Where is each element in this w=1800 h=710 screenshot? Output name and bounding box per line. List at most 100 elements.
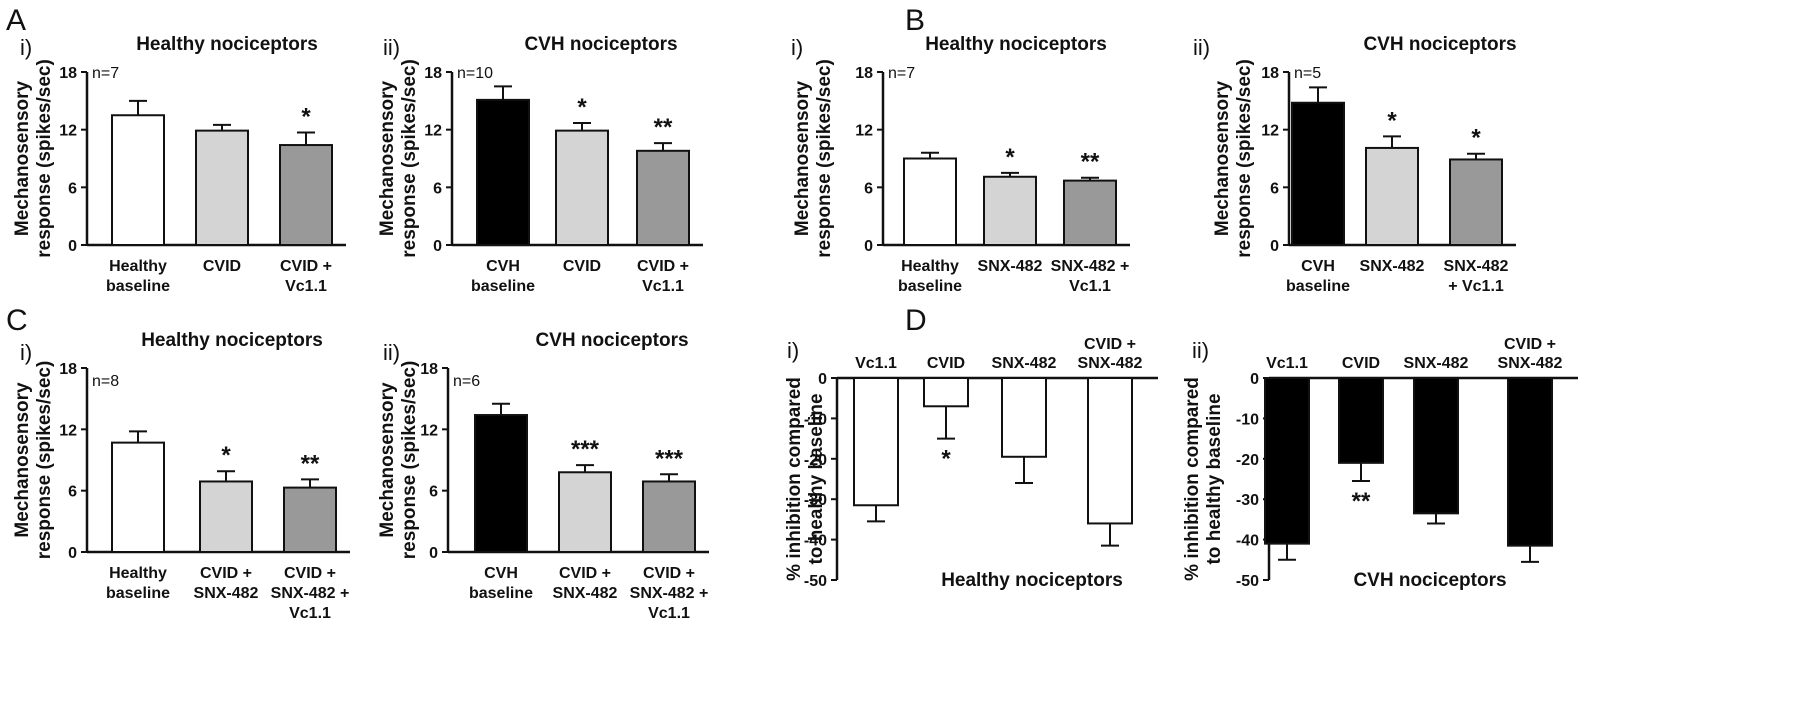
bar bbox=[1338, 377, 1384, 464]
chart-title: CVH nociceptors bbox=[1353, 570, 1506, 591]
bar bbox=[642, 480, 696, 554]
bar bbox=[903, 157, 957, 246]
y-tick-label: -50 bbox=[1236, 573, 1259, 590]
bar bbox=[1087, 377, 1133, 525]
y-tick-label: 0 bbox=[429, 545, 438, 562]
significance-marker: * bbox=[1387, 107, 1397, 134]
y-tick-label: -40 bbox=[804, 533, 827, 550]
y-tick-label: 12 bbox=[59, 123, 77, 140]
panel-letter-b: B bbox=[905, 4, 925, 37]
x-category-label: CVID + bbox=[643, 565, 695, 582]
chart-b-ii: ii) CVH nociceptors Mechanosensoryresponse… bbox=[1193, 34, 1517, 295]
n-label: n=10 bbox=[457, 65, 493, 82]
n-label: n=8 bbox=[92, 373, 119, 390]
x-category-label: baseline bbox=[469, 585, 533, 602]
x-category-label: SNX-482 + bbox=[1051, 258, 1130, 275]
chart-c-ii: ii) CVH nociceptors Mechanosensoryresponse… bbox=[377, 330, 709, 622]
y-axis-label: % inhibition comparedto healthy baseline bbox=[784, 377, 827, 581]
significance-marker: * bbox=[1005, 144, 1015, 171]
bar bbox=[983, 175, 1037, 246]
bar bbox=[195, 129, 249, 246]
y-tick-label: 6 bbox=[68, 180, 77, 197]
y-axis-label-line: to healthy baseline bbox=[1204, 393, 1225, 564]
y-axis-label-line: Mechanosensory bbox=[792, 80, 813, 236]
x-category-label: SNX-482 bbox=[194, 585, 259, 602]
y-axis-label-line: Mechanosensory bbox=[377, 80, 398, 236]
bar bbox=[636, 149, 690, 246]
bar bbox=[199, 480, 253, 554]
y-tick-label: 12 bbox=[424, 123, 442, 140]
bar bbox=[474, 414, 528, 553]
chart-sublabel: ii) bbox=[1193, 35, 1210, 60]
significance-marker: *** bbox=[571, 436, 600, 463]
chart-a-ii: ii) CVH nociceptors Mechanosensoryresponse… bbox=[377, 34, 703, 295]
bar bbox=[853, 377, 899, 507]
bar bbox=[1001, 377, 1047, 458]
y-tick-label: 18 bbox=[855, 65, 873, 82]
x-category-label: SNX-482 bbox=[1404, 355, 1469, 372]
x-category-label: CVID bbox=[203, 258, 241, 275]
x-category-label: Vc1.1 bbox=[642, 278, 684, 295]
y-axis-label: % inhibition comparedto healthy baseline bbox=[1182, 377, 1225, 581]
x-category-label: Vc1.1 bbox=[648, 605, 690, 622]
chart-title: CVH nociceptors bbox=[1363, 34, 1516, 55]
y-tick-label: 18 bbox=[420, 361, 438, 378]
bar bbox=[1365, 146, 1419, 246]
n-label: n=5 bbox=[1294, 65, 1321, 82]
y-tick-label: 6 bbox=[433, 180, 442, 197]
bar bbox=[111, 114, 165, 246]
bar bbox=[279, 144, 333, 247]
panel-letter-c: C bbox=[6, 304, 28, 337]
x-category-label: CVID bbox=[927, 355, 965, 372]
y-tick-label: -30 bbox=[804, 492, 827, 509]
y-tick-label: 0 bbox=[864, 238, 873, 255]
x-category-label: SNX-482 bbox=[1444, 258, 1509, 275]
chart-title: Healthy nociceptors bbox=[136, 34, 318, 55]
x-category-label: CVID + bbox=[559, 565, 611, 582]
n-label: n=6 bbox=[453, 373, 480, 390]
chart-d-i: i) Healthy nociceptors % inhibition compar… bbox=[784, 336, 1158, 591]
x-category-label: SNX-482 + bbox=[271, 585, 350, 602]
chart-title: Healthy nociceptors bbox=[925, 34, 1107, 55]
panel-letter-d: D bbox=[905, 304, 927, 337]
significance-marker: * bbox=[941, 446, 951, 473]
y-tick-label: 18 bbox=[424, 65, 442, 82]
chart-sublabel: ii) bbox=[1192, 338, 1209, 363]
y-tick-label: 18 bbox=[1261, 65, 1279, 82]
chart-title: Healthy nociceptors bbox=[141, 330, 323, 351]
y-axis-label: Mechanosensoryresponse (spikes/sec) bbox=[12, 361, 55, 560]
n-label: n=7 bbox=[92, 65, 119, 82]
bar bbox=[1063, 179, 1117, 247]
y-axis-label-line: response (spikes/sec) bbox=[34, 59, 55, 258]
y-axis-label: Mechanosensoryresponse (spikes/sec) bbox=[377, 361, 420, 560]
x-category-label: CVID + bbox=[284, 565, 336, 582]
x-category-label: CVID + bbox=[637, 258, 689, 275]
chart-title: CVH nociceptors bbox=[535, 330, 688, 351]
x-category-label: SNX-482 bbox=[978, 258, 1043, 275]
x-category-label: SNX-482 bbox=[992, 355, 1057, 372]
y-tick-label: 0 bbox=[1270, 238, 1279, 255]
significance-marker: ** bbox=[1352, 488, 1371, 515]
y-tick-label: 12 bbox=[1261, 123, 1279, 140]
x-category-label: CVID + bbox=[200, 565, 252, 582]
significance-marker: ** bbox=[301, 450, 320, 477]
y-tick-label: 12 bbox=[59, 422, 77, 439]
y-axis-label-line: response (spikes/sec) bbox=[34, 361, 55, 560]
bar bbox=[1291, 101, 1345, 246]
x-category-label: Vc1.1 bbox=[285, 278, 327, 295]
y-tick-label: -50 bbox=[804, 573, 827, 590]
y-tick-label: -10 bbox=[804, 411, 827, 428]
y-axis-label-line: % inhibition compared bbox=[1182, 377, 1203, 581]
y-tick-label: 6 bbox=[429, 484, 438, 501]
x-category-label: SNX-482 bbox=[1078, 355, 1143, 372]
x-category-label: baseline bbox=[106, 585, 170, 602]
y-tick-label: 0 bbox=[68, 238, 77, 255]
y-tick-label: 12 bbox=[855, 123, 873, 140]
x-category-label: CVID + bbox=[280, 258, 332, 275]
y-axis-label: Mechanosensoryresponse (spikes/sec) bbox=[1212, 59, 1255, 258]
x-category-label: SNX-482 bbox=[1360, 258, 1425, 275]
significance-marker: * bbox=[577, 94, 587, 121]
x-category-label: Vc1.1 bbox=[1266, 355, 1308, 372]
x-category-label: baseline bbox=[898, 278, 962, 295]
x-category-label: Healthy bbox=[901, 258, 959, 275]
